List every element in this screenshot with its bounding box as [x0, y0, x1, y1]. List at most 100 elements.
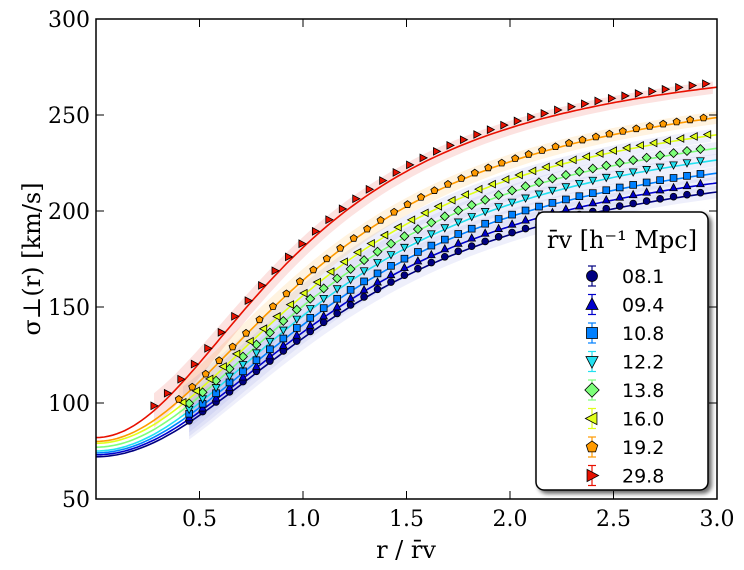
data-point [574, 179, 584, 189]
data-point [278, 326, 288, 336]
data-point [661, 84, 671, 94]
data-point [686, 115, 695, 124]
data-point [481, 219, 489, 228]
data-point [403, 200, 412, 208]
data-point [400, 271, 409, 279]
data-point [466, 200, 477, 211]
data-point [440, 243, 450, 253]
data-point [420, 208, 429, 218]
data-point [702, 79, 711, 89]
data-point [204, 374, 214, 384]
data-point [258, 324, 268, 334]
data-point [215, 356, 224, 364]
data-point [628, 189, 638, 199]
data-point [480, 228, 490, 237]
data-point [615, 202, 624, 210]
data-point [554, 105, 563, 115]
data-point [460, 190, 469, 199]
data-point [467, 233, 477, 242]
data-point [252, 361, 261, 370]
data-point [615, 171, 625, 180]
data-point [292, 324, 301, 332]
data-point [366, 239, 375, 248]
data-point [225, 382, 234, 392]
data-point [278, 340, 288, 349]
data-point [453, 218, 463, 227]
data-point [574, 166, 585, 177]
legend-marker [586, 327, 598, 339]
data-point [447, 195, 456, 205]
data-point [190, 359, 200, 369]
data-point [426, 249, 436, 259]
data-point [414, 248, 422, 256]
data-point [497, 158, 506, 167]
data-point [305, 305, 315, 314]
data-point [628, 168, 638, 177]
data-point [588, 197, 598, 207]
data-point [440, 224, 450, 233]
data-point [629, 199, 637, 208]
data-point [414, 264, 422, 273]
data-point [514, 170, 523, 180]
data-point [365, 184, 375, 194]
data-point [332, 301, 342, 311]
data-point [430, 186, 439, 194]
data-point [298, 239, 307, 249]
data-point [346, 286, 355, 294]
data-point [427, 241, 436, 250]
data-point [655, 184, 665, 194]
data-point [242, 328, 251, 337]
data-point [319, 294, 329, 304]
x-tick-label: 2.5 [596, 507, 631, 532]
legend-marker [586, 468, 600, 483]
data-point [682, 180, 692, 190]
legend-label: 16.0 [622, 409, 664, 431]
data-point [188, 382, 197, 391]
data-point [494, 233, 503, 241]
data-point [487, 179, 496, 189]
data-point [306, 327, 315, 336]
data-point [252, 349, 261, 358]
data-point [655, 150, 666, 161]
legend-marker [585, 297, 599, 310]
data-point [562, 195, 570, 204]
data-point [400, 243, 409, 253]
y-tick-label: 50 [62, 488, 90, 513]
data-point [217, 327, 227, 337]
data-point [675, 82, 684, 92]
data-point [245, 336, 254, 346]
data-point [662, 136, 671, 146]
data-point [513, 116, 523, 126]
data-point [533, 177, 544, 188]
data-point [589, 189, 597, 197]
data-point [668, 148, 679, 159]
legend-label: 08.1 [622, 266, 664, 288]
data-point [551, 142, 560, 151]
data-point [648, 86, 657, 96]
y-tick-label: 200 [48, 200, 90, 225]
data-point [538, 146, 547, 154]
legend-label: 12.2 [622, 352, 664, 374]
data-point [494, 203, 504, 212]
data-point [453, 238, 463, 247]
data-point [615, 183, 624, 192]
data-point [581, 99, 590, 109]
data-point [520, 181, 531, 192]
data-point [333, 309, 341, 318]
data-point [332, 273, 343, 284]
data-point [601, 194, 611, 204]
data-point [689, 132, 698, 141]
data-point [406, 215, 416, 225]
data-point [359, 255, 370, 266]
data-point [507, 198, 517, 208]
data-point [702, 130, 712, 139]
data-point [696, 157, 705, 166]
data-point [699, 113, 708, 122]
data-point [427, 258, 436, 267]
data-point [507, 219, 517, 228]
data-point [672, 117, 681, 126]
data-point [591, 132, 600, 141]
data-point [659, 119, 668, 128]
data-point [669, 192, 678, 201]
data-point [373, 259, 382, 268]
